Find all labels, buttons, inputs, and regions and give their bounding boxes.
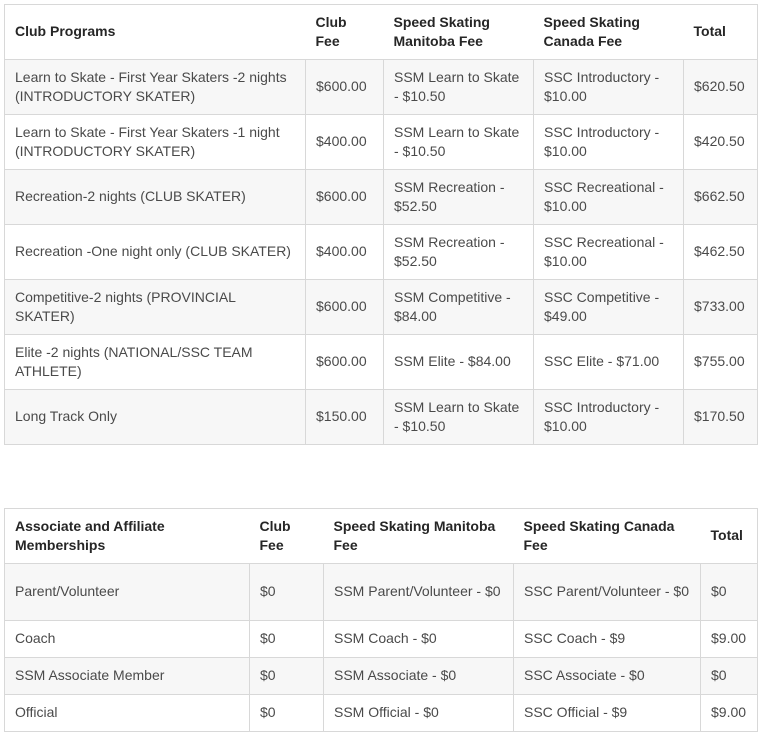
table-row: Competitive-2 nights (PROVINCIAL SKATER)… (4, 279, 758, 335)
cell-ssc-fee: SSC Elite - $71.00 (533, 334, 684, 390)
col-header-total: Total (700, 508, 758, 564)
cell-ssc-fee: SSC Official - $9 (513, 694, 701, 732)
memberships-table-header: Associate and Affiliate Memberships Club… (4, 508, 758, 564)
memberships-table-body: Parent/Volunteer $0 SSM Parent/Volunteer… (4, 563, 758, 732)
cell-ssm-fee: SSM Associate - $0 (323, 657, 514, 695)
cell-ssc-fee: SSC Introductory - $10.00 (533, 59, 684, 115)
cell-program: Elite -2 nights (NATIONAL/SSC TEAM ATHLE… (4, 334, 306, 390)
cell-program: Recreation-2 nights (CLUB SKATER) (4, 169, 306, 225)
cell-club-fee: $0 (249, 657, 324, 695)
table-row: Coach $0 SSM Coach - $0 SSC Coach - $9 $… (4, 620, 758, 658)
table-row: Recreation-2 nights (CLUB SKATER) $600.0… (4, 169, 758, 225)
cell-ssc-fee: SSC Associate - $0 (513, 657, 701, 695)
cell-membership: Official (4, 694, 250, 732)
table-row: Parent/Volunteer $0 SSM Parent/Volunteer… (4, 563, 758, 621)
header-row: Associate and Affiliate Memberships Club… (4, 508, 758, 564)
cell-program: Long Track Only (4, 389, 306, 445)
table-row: Long Track Only $150.00 SSM Learn to Ska… (4, 389, 758, 445)
cell-ssm-fee: SSM Learn to Skate - $10.50 (383, 59, 534, 115)
col-header-club-programs: Club Programs (4, 4, 306, 60)
cell-total: $0 (700, 563, 758, 621)
cell-total: $733.00 (683, 279, 758, 335)
cell-ssc-fee: SSC Competitive - $49.00 (533, 279, 684, 335)
cell-program: Learn to Skate - First Year Skaters -1 n… (4, 114, 306, 170)
header-row: Club Programs Club Fee Speed Skating Man… (4, 4, 758, 60)
cell-ssc-fee: SSC Coach - $9 (513, 620, 701, 658)
cell-program: Recreation -One night only (CLUB SKATER) (4, 224, 306, 280)
cell-ssm-fee: SSM Elite - $84.00 (383, 334, 534, 390)
cell-ssm-fee: SSM Learn to Skate - $10.50 (383, 114, 534, 170)
cell-club-fee: $400.00 (305, 224, 384, 280)
cell-program: Learn to Skate - First Year Skaters -2 n… (4, 59, 306, 115)
cell-club-fee: $400.00 (305, 114, 384, 170)
cell-club-fee: $150.00 (305, 389, 384, 445)
cell-ssm-fee: SSM Coach - $0 (323, 620, 514, 658)
col-header-ssm-fee: Speed Skating Manitoba Fee (323, 508, 514, 564)
table-row: Recreation -One night only (CLUB SKATER)… (4, 224, 758, 280)
table-row: Elite -2 nights (NATIONAL/SSC TEAM ATHLE… (4, 334, 758, 390)
col-header-club-fee: Club Fee (249, 508, 324, 564)
col-header-club-fee: Club Fee (305, 4, 384, 60)
cell-club-fee: $0 (249, 563, 324, 621)
cell-total: $170.50 (683, 389, 758, 445)
cell-ssc-fee: SSC Introductory - $10.00 (533, 114, 684, 170)
cell-ssm-fee: SSM Recreation - $52.50 (383, 169, 534, 225)
table-row: Learn to Skate - First Year Skaters -2 n… (4, 59, 758, 115)
club-programs-table-body: Learn to Skate - First Year Skaters -2 n… (4, 59, 758, 445)
col-header-memberships: Associate and Affiliate Memberships (4, 508, 250, 564)
cell-ssc-fee: SSC Recreational - $10.00 (533, 169, 684, 225)
cell-club-fee: $600.00 (305, 169, 384, 225)
cell-ssm-fee: SSM Competitive - $84.00 (383, 279, 534, 335)
cell-ssc-fee: SSC Recreational - $10.00 (533, 224, 684, 280)
cell-total: $755.00 (683, 334, 758, 390)
cell-ssm-fee: SSM Official - $0 (323, 694, 514, 732)
cell-program: Competitive-2 nights (PROVINCIAL SKATER) (4, 279, 306, 335)
cell-club-fee: $0 (249, 694, 324, 732)
cell-total: $0 (700, 657, 758, 695)
cell-club-fee: $0 (249, 620, 324, 658)
cell-total: $9.00 (700, 620, 758, 658)
club-programs-table-header: Club Programs Club Fee Speed Skating Man… (4, 4, 758, 60)
cell-total: $462.50 (683, 224, 758, 280)
cell-ssm-fee: SSM Parent/Volunteer - $0 (323, 563, 514, 621)
cell-total: $9.00 (700, 694, 758, 732)
cell-club-fee: $600.00 (305, 59, 384, 115)
table-row: SSM Associate Member $0 SSM Associate - … (4, 657, 758, 695)
cell-ssm-fee: SSM Learn to Skate - $10.50 (383, 389, 534, 445)
col-header-ssm-fee: Speed Skating Manitoba Fee (383, 4, 534, 60)
cell-club-fee: $600.00 (305, 334, 384, 390)
col-header-total: Total (683, 4, 758, 60)
cell-membership: Coach (4, 620, 250, 658)
cell-membership: Parent/Volunteer (4, 563, 250, 621)
cell-membership: SSM Associate Member (4, 657, 250, 695)
cell-total: $662.50 (683, 169, 758, 225)
cell-ssc-fee: SSC Introductory - $10.00 (533, 389, 684, 445)
cell-ssm-fee: SSM Recreation - $52.50 (383, 224, 534, 280)
cell-ssc-fee: SSC Parent/Volunteer - $0 (513, 563, 701, 621)
col-header-ssc-fee: Speed Skating Canada Fee (513, 508, 701, 564)
cell-total: $620.50 (683, 59, 758, 115)
cell-total: $420.50 (683, 114, 758, 170)
memberships-table: Associate and Affiliate Memberships Club… (4, 508, 758, 732)
club-programs-table: Club Programs Club Fee Speed Skating Man… (4, 4, 758, 445)
col-header-ssc-fee: Speed Skating Canada Fee (533, 4, 684, 60)
table-row: Official $0 SSM Official - $0 SSC Offici… (4, 694, 758, 732)
cell-club-fee: $600.00 (305, 279, 384, 335)
table-row: Learn to Skate - First Year Skaters -1 n… (4, 114, 758, 170)
